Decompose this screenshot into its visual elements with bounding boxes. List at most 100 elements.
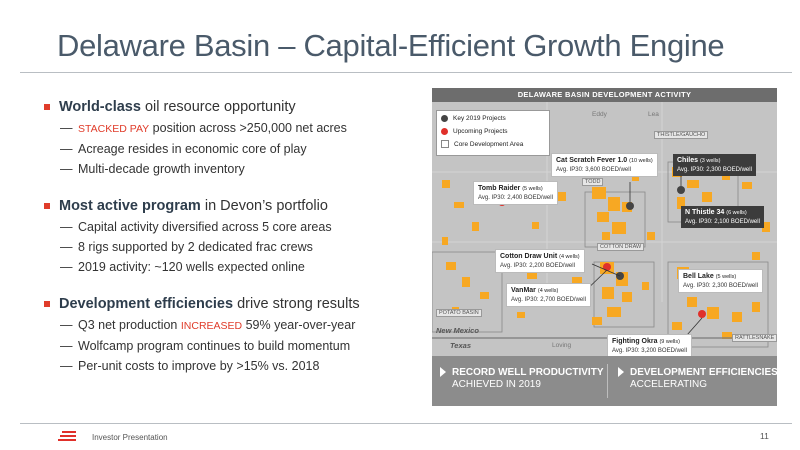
area-tag: RATTLESNAKE xyxy=(732,334,777,342)
page-number: 11 xyxy=(760,431,769,441)
area-tag: COTTON DRAW xyxy=(597,243,645,251)
sub-bullet-text: Wolfcamp program continues to build mome… xyxy=(78,339,351,353)
place-label: Loving xyxy=(552,342,572,349)
basin-map-panel: DELAWARE BASIN DEVELOPMENT ACTIVITY xyxy=(432,88,777,406)
sub-bullet: Multi-decade growth inventory xyxy=(42,159,422,179)
ip30-rate: Avg. IP30: 3,600 BOED/well xyxy=(556,167,631,173)
bullet-main: World-class oil resource opportunity xyxy=(42,96,422,118)
legend-label: Key 2019 Projects xyxy=(453,115,506,122)
well-count: (5 wells) xyxy=(522,186,543,192)
legend-swatch xyxy=(441,127,448,135)
area-tag: POTATO BASIN xyxy=(436,309,482,317)
project-name: Chiles xyxy=(677,157,699,164)
bullet-group-resource: World-class oil resource opportunity STA… xyxy=(42,96,422,179)
footer-item-subtext: ACCELERATING xyxy=(630,379,708,390)
slide-title: Delaware Basin – Capital-Efficient Growt… xyxy=(57,28,725,63)
callout-title: VanMar (4 wells) xyxy=(511,286,586,296)
ip30-rate: Avg. IP30: 2,300 BOED/well xyxy=(677,167,752,173)
well-count: (10 wells) xyxy=(629,158,653,164)
well-count: (4 wells) xyxy=(559,254,580,260)
project-name: Bell Lake xyxy=(683,273,714,280)
sub-bullet: STACKED PAY position across >250,000 net… xyxy=(42,118,422,139)
well-count: (3 wells) xyxy=(699,158,721,164)
sub-bullet: 2019 activity: ~120 wells expected onlin… xyxy=(42,257,422,277)
highlight-text: STACKED PAY xyxy=(78,123,150,135)
callout-tomb-raider: Tomb Raider (5 wells) Avg. IP30: 2,400 B… xyxy=(474,182,557,204)
well-count: (4 wells) xyxy=(537,288,559,294)
ip30-rate: Avg. IP30: 3,200 BOED/well xyxy=(612,348,687,354)
map-header: DELAWARE BASIN DEVELOPMENT ACTIVITY xyxy=(432,88,777,102)
state-label: Texas xyxy=(450,341,471,350)
callout-n-thistle-34: N Thistle 34 (6 wells) Avg. IP30: 2,100 … xyxy=(681,206,764,228)
bullet-bold: Most active program xyxy=(59,198,201,214)
sub-bullet-text: 2019 activity: ~120 wells expected onlin… xyxy=(78,260,305,274)
legend-swatch xyxy=(441,114,448,122)
footer-item-heading: DEVELOPMENT EFFICIENCIES xyxy=(630,367,777,378)
sub-bullet-text: 8 rigs supported by 2 dedicated frac cre… xyxy=(78,240,313,254)
well-count: (6 wells) xyxy=(726,210,747,216)
callout-title: Tomb Raider (5 wells) xyxy=(478,184,553,194)
bullet-list: World-class oil resource opportunity STA… xyxy=(42,96,422,392)
sub-bullet: Q3 net production INCREASED 59% year-ove… xyxy=(42,315,422,336)
project-name: Tomb Raider xyxy=(478,185,521,192)
footer-label: Investor Presentation xyxy=(92,433,168,442)
chevron-right-icon xyxy=(618,367,624,377)
area-tag: TODD xyxy=(582,178,604,186)
callout-bell-lake: Bell Lake (5 wells) Avg. IP30: 2,300 BOE… xyxy=(679,270,762,292)
bullet-rest: in Devon’s portfolio xyxy=(200,198,328,214)
callout-chiles: Chiles (3 wells) Avg. IP30: 2,300 BOED/w… xyxy=(673,154,756,176)
sub-bullet-text: Capital activity diversified across 5 co… xyxy=(78,220,332,234)
callout-cotton-draw-unit: Cotton Draw Unit (4 wells) Avg. IP30: 2,… xyxy=(496,250,584,272)
footer-item-productivity: RECORD WELL PRODUCTIVITY ACHIEVED IN 201… xyxy=(452,367,603,391)
project-name: Cat Scratch Fever 1.0 xyxy=(556,157,628,164)
callout-title: Bell Lake (5 wells) xyxy=(683,272,758,282)
sub-bullet-text: position across >250,000 net acres xyxy=(149,121,347,135)
core-area-outline xyxy=(593,261,655,328)
project-name: Fighting Okra xyxy=(612,338,658,345)
legend-swatch xyxy=(441,140,449,149)
core-area-outline xyxy=(667,261,769,348)
sub-bullet-text: Acreage resides in economic core of play xyxy=(78,142,307,156)
company-logo-icon xyxy=(58,431,76,441)
title-divider xyxy=(20,72,792,73)
highlight-text: INCREASED xyxy=(180,320,243,332)
project-name: VanMar xyxy=(511,287,536,294)
bullet-group-program: Most active program in Devon’s portfolio… xyxy=(42,195,422,277)
project-name: Cotton Draw Unit xyxy=(500,253,558,260)
legend-upcoming-projects: Upcoming Projects xyxy=(441,127,508,137)
map-footer: RECORD WELL PRODUCTIVITY ACHIEVED IN 201… xyxy=(432,356,777,406)
legend-core-area: Core Development Area xyxy=(441,140,523,150)
sub-bullet: Acreage resides in economic core of play xyxy=(42,139,422,159)
ip30-rate: Avg. IP30: 2,300 BOED/well xyxy=(683,283,758,289)
callout-title: Cotton Draw Unit (4 wells) xyxy=(500,252,580,262)
sub-bullet: Per-unit costs to improve by >15% vs. 20… xyxy=(42,356,422,376)
map-legend: Key 2019 Projects Upcoming Projects Core… xyxy=(436,110,550,156)
bullet-main: Most active program in Devon’s portfolio xyxy=(42,195,422,217)
place-label: Eddy xyxy=(592,111,607,118)
callout-title: Cat Scratch Fever 1.0 (10 wells) xyxy=(556,156,653,166)
callout-fighting-okra: Fighting Okra (9 wells) Avg. IP30: 3,200… xyxy=(608,335,691,356)
bullet-main: Development efficiencies drive strong re… xyxy=(42,293,422,315)
callout-title: N Thistle 34 (6 wells) xyxy=(685,208,760,218)
legend-label: Upcoming Projects xyxy=(453,128,508,135)
state-label: New Mexico xyxy=(436,326,479,335)
footer-item-subtext: ACHIEVED IN 2019 xyxy=(452,379,541,390)
bullet-group-efficiencies: Development efficiencies drive strong re… xyxy=(42,293,422,376)
callout-title: Chiles (3 wells) xyxy=(677,156,752,166)
well-count: (9 wells) xyxy=(659,339,680,345)
place-label: Lea xyxy=(648,111,659,118)
sub-bullet-text: 59% year-over-year xyxy=(242,318,356,332)
map-area: Key 2019 Projects Upcoming Projects Core… xyxy=(432,102,777,356)
well-count: (5 wells) xyxy=(715,274,737,280)
footer-divider xyxy=(20,423,792,424)
footer-item-heading: RECORD WELL PRODUCTIVITY xyxy=(452,367,604,378)
callout-title: Fighting Okra (9 wells) xyxy=(612,337,687,347)
sub-bullet: 8 rigs supported by 2 dedicated frac cre… xyxy=(42,237,422,257)
sub-bullet-text: Multi-decade growth inventory xyxy=(78,162,245,176)
project-name: N Thistle 34 xyxy=(685,209,725,216)
sub-bullet-prefix: Q3 net production xyxy=(78,318,181,332)
footer-item-efficiencies: DEVELOPMENT EFFICIENCIES ACCELERATING xyxy=(630,367,777,391)
footer-divider xyxy=(607,364,608,398)
bullet-rest: oil resource opportunity xyxy=(140,99,296,115)
bullet-bold: Development efficiencies xyxy=(59,296,234,312)
